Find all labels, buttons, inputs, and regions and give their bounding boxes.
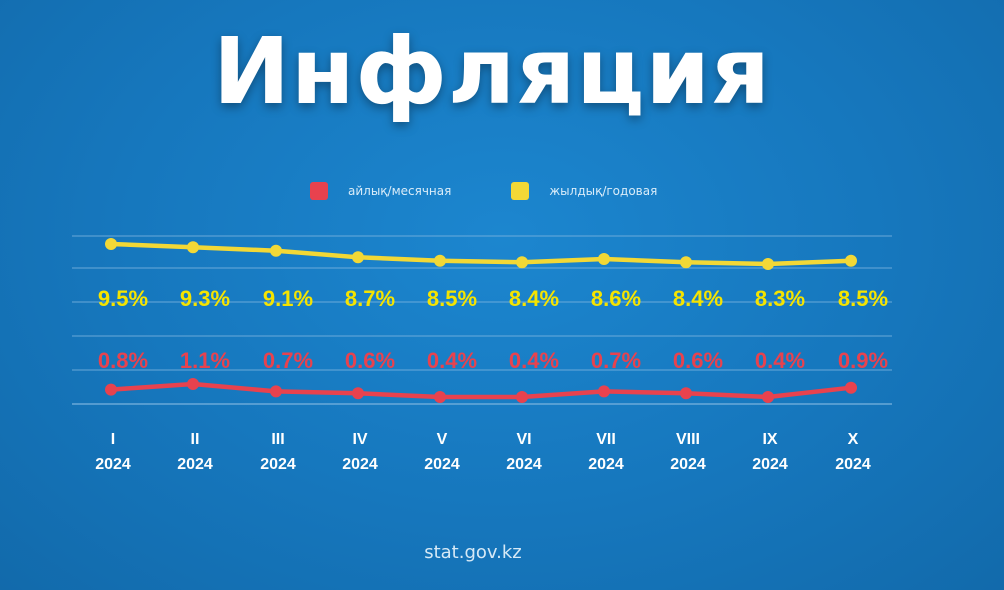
x-tick-label-year: 2024 (342, 456, 378, 473)
monthly-series-point (845, 381, 857, 394)
monthly-data-label: 0.8% (98, 348, 148, 373)
annual-data-label: 9.5% (98, 286, 148, 311)
x-tick-label-year: 2024 (588, 456, 624, 473)
annual-data-label: 8.4% (673, 286, 723, 311)
monthly-data-label: 0.7% (591, 348, 641, 373)
annual-series-point (352, 251, 364, 264)
annual-series-point (270, 244, 282, 257)
monthly-series-point (598, 385, 610, 398)
annual-data-label: 9.3% (180, 286, 230, 311)
monthly-series-point (516, 391, 528, 403)
annual-data-label: 8.5% (427, 286, 477, 311)
monthly-series-point (434, 391, 446, 403)
annual-data-label: 8.7% (345, 286, 395, 311)
annual-series-point (187, 241, 199, 254)
annual-data-label: 8.4% (509, 286, 559, 311)
x-tick-label-month: VIII (676, 431, 700, 448)
annual-data-label: 8.3% (755, 286, 805, 311)
annual-series-point (845, 254, 857, 267)
legend-swatch-monthly (310, 182, 328, 200)
annual-series-point (762, 258, 774, 270)
monthly-data-label: 0.9% (838, 348, 888, 373)
monthly-data-label: 0.7% (263, 348, 313, 373)
legend-label-monthly: айлық/месячная (348, 184, 452, 198)
monthly-series-point (187, 378, 199, 390)
monthly-series-point (762, 391, 774, 403)
x-tick-label-year: 2024 (95, 456, 131, 473)
legend-label-annual: жылдық/годовая (549, 184, 658, 198)
annual-series-point (680, 256, 692, 269)
x-tick-label-month: VII (596, 431, 616, 448)
annual-data-label: 9.1% (263, 286, 313, 311)
x-tick-label-year: 2024 (177, 456, 213, 473)
chart-legend: айлық/месячная жылдық/годовая (310, 182, 717, 200)
x-tick-label-year: 2024 (424, 456, 460, 473)
monthly-series-point (680, 387, 692, 400)
monthly-series-point (352, 387, 364, 400)
monthly-data-label: 0.6% (345, 348, 395, 373)
monthly-data-label: 0.6% (673, 348, 723, 373)
legend-item-annual: жылдық/годовая (511, 182, 657, 200)
x-tick-label-month: IX (762, 431, 777, 448)
x-tick-label-month: X (848, 431, 859, 448)
x-tick-label-year: 2024 (506, 456, 542, 473)
monthly-series-line (108, 381, 854, 400)
x-tick-label-year: 2024 (835, 456, 871, 473)
monthly-data-label: 0.4% (755, 348, 805, 373)
legend-swatch-annual (511, 182, 530, 200)
annual-series-point (598, 253, 610, 265)
annual-series-point (105, 238, 117, 250)
x-tick-label-year: 2024 (670, 456, 706, 473)
monthly-data-label: 0.4% (509, 348, 559, 373)
monthly-series-point (105, 383, 117, 396)
annual-data-label: 8.6% (591, 286, 641, 311)
page-title: Инфляция (212, 18, 772, 125)
x-tick-label-month: IV (352, 431, 367, 448)
x-tick-label-month: III (271, 431, 284, 448)
x-tick-label-month: II (191, 431, 200, 448)
annual-data-label: 8.5% (838, 286, 888, 311)
annual-series-point (434, 254, 446, 267)
x-tick-label-year: 2024 (260, 456, 296, 473)
annual-series-point (516, 256, 528, 269)
x-tick-label-month: I (111, 431, 115, 448)
x-tick-label-month: VI (516, 431, 531, 448)
x-tick-label-month: V (437, 431, 448, 448)
source-footer: stat.gov.kz (424, 542, 522, 563)
legend-item-monthly: айлық/месячная (310, 182, 451, 200)
monthly-series-point (270, 385, 282, 398)
annual-series-line (108, 241, 854, 267)
x-tick-label-year: 2024 (752, 456, 788, 473)
monthly-data-label: 1.1% (180, 348, 230, 373)
monthly-data-label: 0.4% (427, 348, 477, 373)
